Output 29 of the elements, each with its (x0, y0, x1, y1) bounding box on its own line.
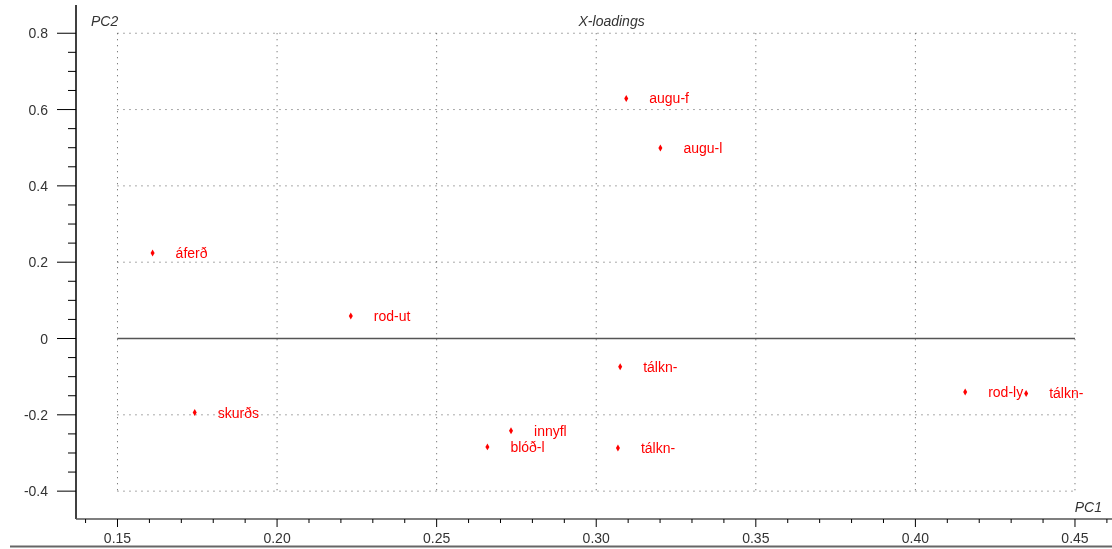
x-tick-label: 0.40 (901, 530, 930, 546)
x-tick-label: 0.35 (742, 530, 770, 546)
point (624, 95, 629, 102)
y-tick-label: 0.2 (28, 254, 49, 271)
annotation: tálkn- (643, 358, 678, 375)
annotation: innyfl (534, 422, 567, 439)
y-tick-label: -0.2 (23, 406, 49, 423)
y-tick-label: 0.6 (28, 101, 49, 118)
y-tick-label: 0.4 (28, 177, 49, 194)
annotation: áferð (175, 245, 208, 262)
x-tick-label: 0.30 (582, 530, 611, 546)
annotation: blóð-l (510, 438, 545, 455)
y-axis-title: PC2 (91, 13, 119, 29)
annotation: skurðs (217, 404, 259, 421)
x-tick-label: 0.15 (103, 530, 132, 546)
x-axis-title: PC1 (1074, 499, 1102, 515)
x-tick-label: 0.25 (423, 530, 451, 546)
text: X-loadings (577, 13, 645, 29)
x-tick-label: 0.20 (263, 530, 291, 546)
x-tick-label: 0.45 (1061, 530, 1089, 546)
annotation: tálkn- (640, 440, 676, 457)
annotation: rod-ut (373, 307, 411, 324)
annotation: augu-f (649, 90, 690, 107)
annotation: tálkn- (1049, 385, 1084, 402)
y-tick-label: 0 (40, 330, 49, 347)
y-tick-label: 0.8 (28, 25, 49, 42)
annotation: rod-ly (988, 383, 1024, 400)
y-tick-label: -0.4 (23, 483, 49, 500)
annotation: augu-l (683, 140, 723, 157)
